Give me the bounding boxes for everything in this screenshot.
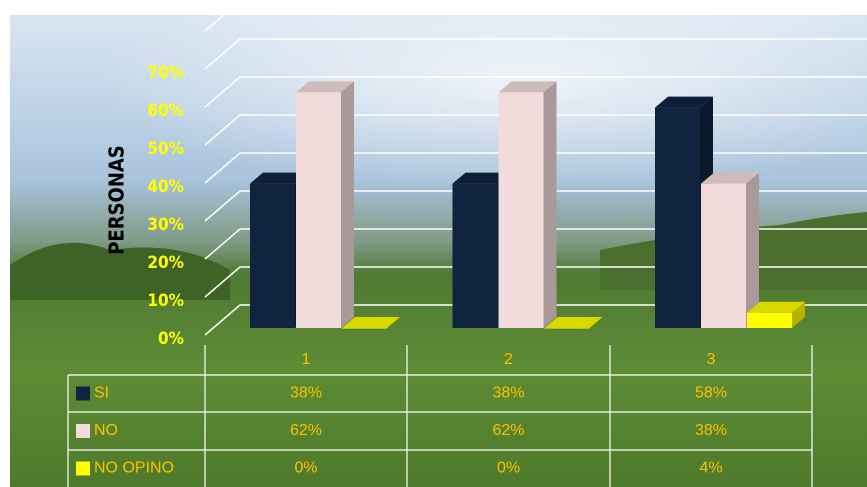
legend-swatch — [76, 424, 90, 438]
bar-top — [701, 172, 759, 184]
bar-front — [544, 328, 590, 329]
table-value: 62% — [290, 422, 322, 439]
bar — [342, 317, 400, 329]
x-tick-label: 1 — [302, 351, 311, 368]
table-value: 38% — [695, 422, 727, 439]
bar-top — [296, 81, 354, 93]
y-tick-label: 10% — [147, 291, 184, 311]
table-value: 38% — [290, 385, 322, 402]
y-tick-label: 60% — [147, 101, 184, 121]
legend-label: NO — [94, 422, 118, 439]
bar-top — [655, 96, 713, 108]
bar-top — [747, 301, 805, 313]
x-tick-label: 2 — [504, 351, 513, 368]
bar-front — [701, 183, 746, 328]
table-value: 4% — [699, 460, 722, 477]
table-value: 0% — [497, 460, 520, 477]
grid-line — [204, 38, 867, 70]
plot-top-line — [204, 0, 867, 32]
bar — [544, 317, 603, 329]
bar — [747, 301, 805, 328]
bars — [250, 81, 805, 329]
bar-front — [452, 183, 498, 328]
bar-top — [342, 317, 400, 328]
bar-front — [655, 107, 700, 328]
bar-front — [498, 92, 544, 329]
y-tick-label: 0% — [158, 329, 184, 349]
bar-side — [792, 301, 805, 328]
legend-swatch — [76, 461, 90, 476]
trees — [10, 242, 230, 300]
y-tick-label: 40% — [147, 177, 184, 197]
bar — [701, 172, 759, 328]
y-tick-label: 20% — [147, 253, 184, 273]
table-value: 0% — [294, 460, 317, 477]
bar-top — [250, 172, 308, 184]
grid-line — [204, 76, 867, 108]
y-tick-label: 50% — [147, 139, 184, 159]
bar-top — [544, 317, 603, 328]
y-axis-title: PERSONAS — [105, 145, 129, 255]
bar — [498, 81, 557, 329]
bar-front — [747, 312, 792, 328]
table-value: 38% — [492, 385, 524, 402]
bar-side — [341, 81, 354, 329]
legend-label: SI — [94, 385, 109, 402]
x-tick-label: 3 — [707, 351, 716, 368]
table-value: 58% — [695, 385, 727, 402]
bar-front — [342, 328, 387, 329]
bar — [296, 81, 354, 329]
bar-top — [452, 172, 511, 184]
y-tick-label: 30% — [147, 215, 184, 235]
legend-swatch — [76, 386, 90, 401]
table-value: 62% — [492, 422, 524, 439]
bar-top — [498, 81, 557, 93]
legend-label: NO OPINO — [94, 460, 174, 477]
data-table: 1 2 3 SI 38% 38% 58% NO 62% 62% 38% NO OPINO 0% 0% 4% — [67, 345, 813, 487]
bar-side — [746, 172, 759, 328]
bar-front — [250, 183, 295, 328]
y-tick-label: 70% — [147, 63, 184, 83]
bar-front — [296, 92, 341, 329]
bar-side — [543, 81, 557, 329]
